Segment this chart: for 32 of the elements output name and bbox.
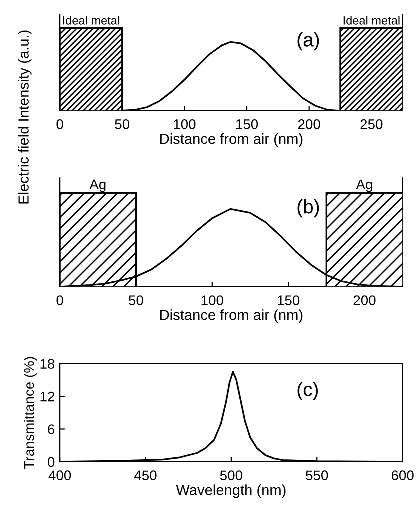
x-tick-label: 550 (306, 470, 328, 481)
x-tick-label: 150 (236, 120, 258, 130)
band-label: Ideal metal (344, 16, 400, 25)
annotation: (c) (298, 382, 318, 400)
x-tick-label: 600 (392, 470, 414, 481)
x-tick-label: 150 (278, 296, 300, 306)
x-tick-label: 50 (115, 120, 130, 130)
x-tick-label: 400 (48, 470, 72, 481)
x-tick-label: 0 (56, 120, 64, 130)
annotation: (a) (298, 32, 320, 51)
x-tick-label: 500 (220, 470, 242, 481)
x-tick-label: 450 (134, 470, 157, 481)
x-tick-label: 0 (56, 296, 64, 306)
x-tick-label: 50 (129, 296, 144, 306)
band-label: Ideal metal (63, 16, 120, 25)
band-label: Ag (90, 180, 106, 192)
x-axis-title: Wavelength (nm) (176, 484, 286, 498)
x-tick-label: 100 (202, 296, 224, 306)
band-label: Ag (356, 180, 372, 192)
y-axis-title: Transmittance (%) (24, 357, 37, 470)
annotation: (b) (298, 200, 320, 218)
x-tick-label: 200 (298, 120, 320, 130)
y-tick-label: 12 (40, 392, 54, 402)
y-axis-title: Electric field Intensity (a.u.) (18, 30, 32, 204)
x-axis-title: Distance from air (nm) (160, 133, 303, 148)
x-tick-label: 250 (360, 120, 383, 130)
x-axis-title: Distance from air (nm) (160, 310, 303, 324)
y-tick-label: 0 (48, 457, 55, 468)
y-tick-label: 18 (40, 359, 55, 369)
y-tick-label: 6 (48, 424, 55, 434)
x-tick-label: 200 (354, 296, 376, 306)
x-tick-label: 100 (174, 120, 196, 130)
